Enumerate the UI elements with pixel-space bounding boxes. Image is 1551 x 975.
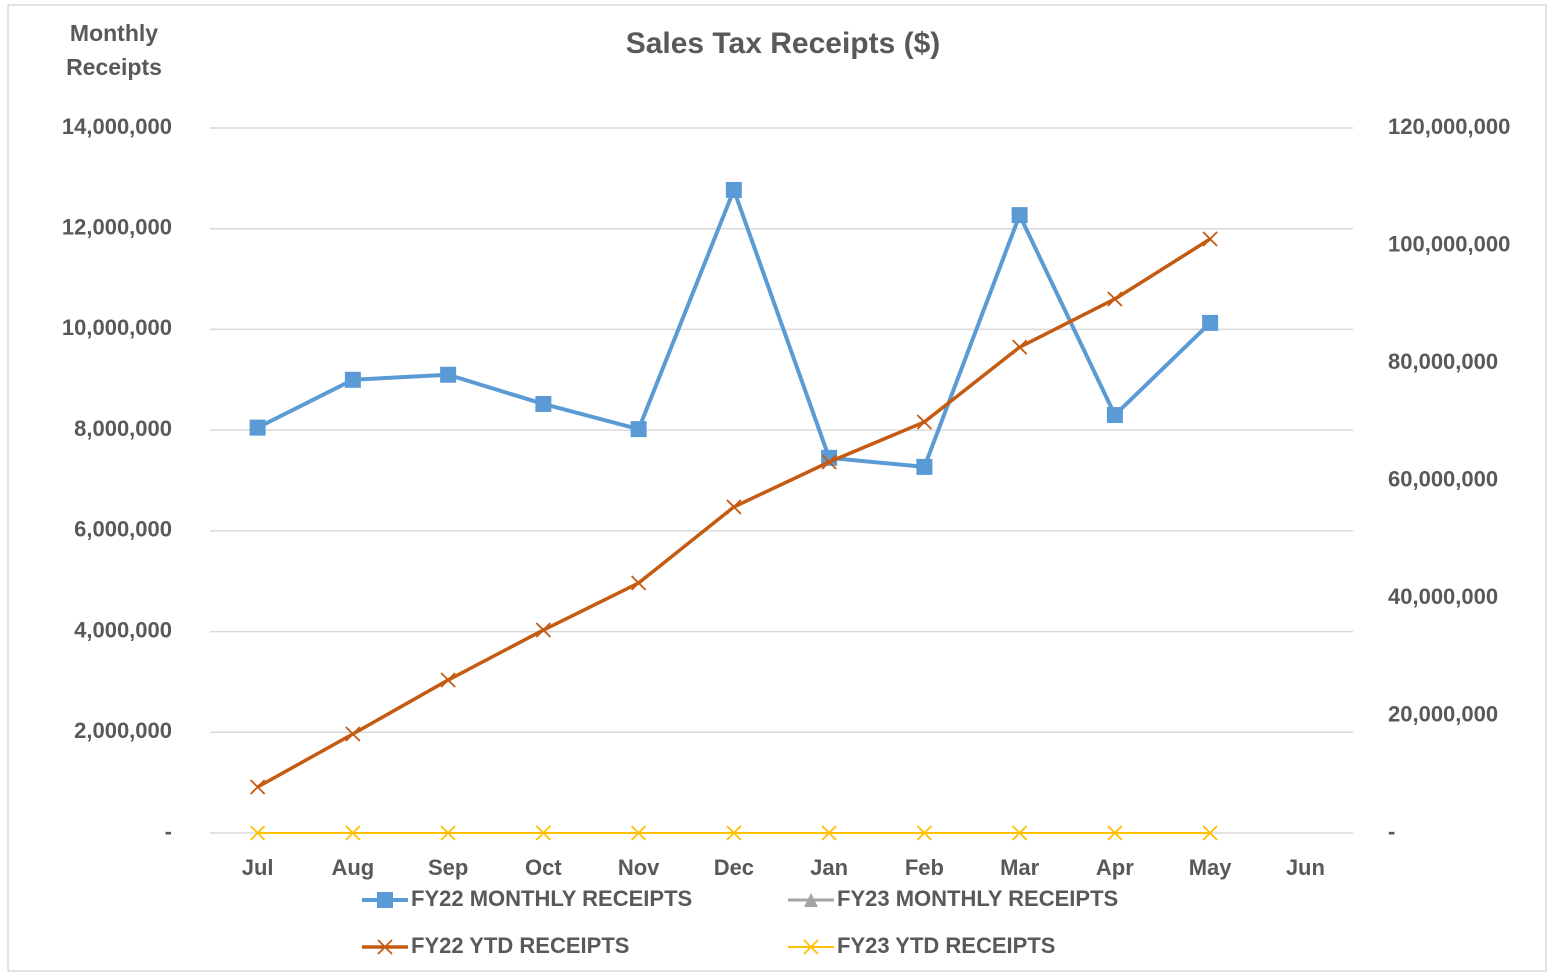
marker [916,414,933,430]
x-tick-label: Sep [428,855,468,880]
marker [249,825,266,841]
marker [1107,825,1123,841]
x-tick-label: Jun [1286,855,1325,880]
marker [630,825,647,841]
marker [1107,291,1123,307]
marker [916,825,933,841]
marker [1106,407,1123,424]
x-tick-label: Jan [810,855,848,880]
y-tick-label: 2,000,000 [74,718,172,743]
y-tick-label: 12,000,000 [62,215,172,240]
marker [535,395,552,412]
x-tick-label: Oct [525,855,562,880]
marker [345,825,361,841]
x-tick-label: Nov [618,855,660,880]
marker [1202,314,1219,331]
y2-tick-label: 60,000,000 [1388,466,1498,491]
marker [630,575,647,591]
marker [916,458,933,475]
marker [535,622,552,638]
x-tick-label: Apr [1096,855,1134,880]
y-tick-label: 8,000,000 [74,416,172,441]
marker [1202,231,1218,247]
y-axis-label: Monthly Receipts [66,20,162,80]
y2-tick-label: 100,000,000 [1388,231,1510,256]
marker [804,893,818,907]
marker [630,421,647,438]
marker [440,366,457,383]
y-tick-label: 14,000,000 [62,114,172,139]
y2-tick-label: 20,000,000 [1388,701,1498,726]
legend-label: FY23 YTD RECEIPTS [837,933,1055,958]
x-tick-label: Feb [905,855,944,880]
marker [440,825,456,841]
legend-label: FY22 YTD RECEIPTS [411,933,629,958]
marker [803,939,819,955]
marker [725,181,742,198]
x-tick-label: Jul [242,855,274,880]
x-tick-label: Mar [1000,855,1040,880]
y-tick-label: 10,000,000 [62,315,172,340]
y2-tick-label: 40,000,000 [1388,584,1498,609]
marker [249,419,266,436]
marker [345,726,361,742]
marker [344,371,361,388]
y-tick-label: - [165,819,172,844]
marker [821,454,837,470]
x-tick-label: May [1189,855,1233,880]
marker [1011,207,1028,224]
y-tick-label: 4,000,000 [74,617,172,642]
marker [440,672,456,688]
marker [1011,825,1028,841]
marker [821,825,837,841]
marker [1011,339,1028,355]
legend-label: FY22 MONTHLY RECEIPTS [411,886,692,911]
marker [535,825,552,841]
x-tick-label: Aug [331,855,374,880]
x-tick-label: Dec [714,855,754,880]
marker [1202,825,1218,841]
marker [377,939,393,955]
chart-title: Sales Tax Receipts ($) [626,27,941,60]
marker [726,499,742,515]
legend-label: FY23 MONTHLY RECEIPTS [837,886,1118,911]
y2-tick-label: 80,000,000 [1388,349,1498,374]
y2-tick-label: - [1388,819,1395,844]
marker [377,892,393,908]
marker [726,825,742,841]
y2-tick-label: 120,000,000 [1388,114,1510,139]
y-tick-label: 6,000,000 [74,517,172,542]
marker [249,779,266,795]
